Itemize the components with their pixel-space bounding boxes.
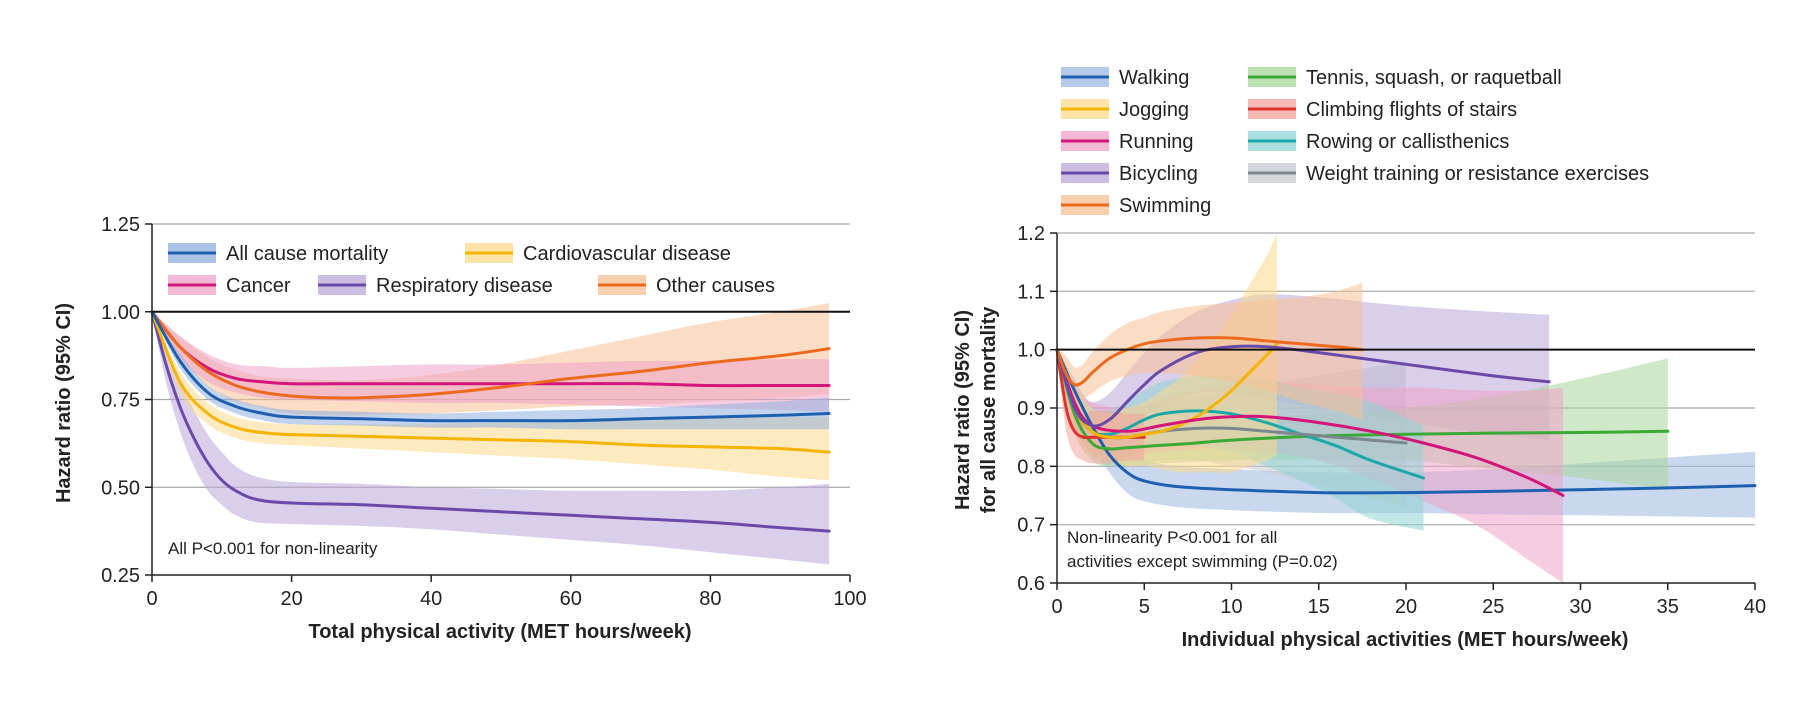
y-tick-label: 0.7	[1017, 515, 1045, 537]
series-line-cancer	[150, 310, 831, 388]
legend-item-cardiovascular-disease: Cardiovascular disease	[465, 243, 731, 265]
chart2-annotation-line1: Non-linearity P<0.001 for all	[1067, 528, 1277, 547]
legend-label: Swimming	[1119, 195, 1211, 217]
x-tick-label: 35	[1657, 596, 1679, 618]
ci-band-cardiovascular-disease	[152, 311, 830, 481]
y-tick-label: 0.75	[101, 390, 140, 412]
chart2-lines	[1055, 336, 1757, 497]
legend-label: Jogging	[1119, 99, 1189, 121]
legend-item-jogging: Jogging	[1061, 99, 1189, 121]
chart1-bands	[152, 303, 830, 565]
total-activity-chart: 0 20 40 60 80 100 0.25 0.50 0.75 1.00 1.25 Total …	[53, 214, 867, 643]
chart1-x-ticks: 0 20 40 60 80 100	[146, 575, 867, 610]
chart1-y-ticks: 0.25 0.50 0.75 1.00 1.25	[101, 214, 152, 587]
x-tick-label: 40	[420, 588, 442, 610]
x-tick-label: 60	[560, 588, 582, 610]
series-line-all-cause-mortality	[150, 310, 831, 423]
legend-item-all-cause-mortality: All cause mortality	[168, 243, 388, 265]
legend-item-tennis-squash-or-raquetball: Tennis, squash, or raquetball	[1248, 67, 1562, 89]
legend-label: Rowing or callisthenics	[1306, 131, 1509, 153]
chart1-x-axis-label: Total physical activity (MET hours/week)	[308, 621, 691, 643]
y-tick-label: 1.25	[101, 214, 140, 236]
x-tick-label: 20	[280, 588, 302, 610]
y-tick-label: 0.8	[1017, 456, 1045, 478]
legend-label: Cancer	[226, 275, 291, 297]
legend-item-weight-training-or-resistance-exercises: Weight training or resistance exercises	[1248, 163, 1649, 185]
series-line-bicycling	[1055, 344, 1551, 428]
series-line-other-causes	[150, 310, 831, 400]
chart1-y-axis-label: Hazard ratio (95% CI)	[53, 303, 75, 503]
y-tick-label: 0.6	[1017, 573, 1045, 595]
x-tick-label: 0	[1051, 596, 1062, 618]
series-line-jogging	[1055, 342, 1279, 440]
legend-label: Running	[1119, 131, 1194, 153]
series-line-respiratory-disease	[150, 310, 831, 533]
legend-item-walking: Walking	[1061, 67, 1189, 89]
y-tick-label: 0.9	[1017, 398, 1045, 420]
y-tick-label: 0.25	[101, 565, 140, 587]
x-tick-label: 20	[1395, 596, 1417, 618]
y-tick-label: 0.50	[101, 477, 140, 499]
legend-label: Tennis, squash, or raquetball	[1306, 67, 1562, 89]
y-tick-label: 1.2	[1017, 223, 1045, 245]
chart2-x-ticks: 0 5 10 15 20 25 30 35 40	[1051, 583, 1766, 618]
ci-band-all-cause-mortality	[152, 311, 830, 430]
x-tick-label: 30	[1569, 596, 1591, 618]
ci-band-swimming	[1057, 282, 1363, 420]
individual-activity-chart: 0 5 10 15 20 25 30 35 40 0.6 0.7 0.8 0.9 1.0 1.1 1.2 I…	[952, 67, 1766, 651]
legend-label: Other causes	[656, 275, 775, 297]
legend-item-respiratory-disease: Respiratory disease	[318, 275, 553, 297]
legend-label: Cardiovascular disease	[523, 243, 731, 265]
legend-label: Bicycling	[1119, 163, 1198, 185]
ci-band-cancer	[152, 311, 830, 412]
x-tick-label: 40	[1744, 596, 1766, 618]
x-tick-label: 5	[1139, 596, 1150, 618]
x-tick-label: 80	[699, 588, 721, 610]
x-tick-label: 10	[1220, 596, 1242, 618]
legend-label: Climbing flights of stairs	[1306, 99, 1517, 121]
series-line-swimming	[1055, 336, 1364, 387]
legend-label: Respiratory disease	[376, 275, 553, 297]
y-tick-label: 1.1	[1017, 281, 1045, 303]
legend-item-other-causes: Other causes	[598, 275, 775, 297]
ci-band-respiratory-disease	[152, 311, 830, 565]
legend-item-climbing-flights-of-stairs: Climbing flights of stairs	[1248, 99, 1517, 121]
chart2-y-axis-label: Hazard ratio (95% CI)	[952, 310, 974, 510]
x-tick-label: 0	[146, 588, 157, 610]
legend-item-bicycling: Bicycling	[1061, 163, 1198, 185]
y-tick-label: 1.00	[101, 302, 140, 324]
series-line-cardiovascular-disease	[150, 310, 831, 454]
legend-item-swimming: Swimming	[1061, 195, 1211, 217]
chart1-lines	[150, 310, 831, 533]
chart2-x-axis-label: Individual physical activities (MET hour…	[1182, 629, 1629, 651]
chart2-y-axis-label-line2: for all cause mortality	[978, 306, 1000, 514]
legend-item-running: Running	[1061, 131, 1194, 153]
legend-label: Weight training or resistance exercises	[1306, 163, 1649, 185]
chart2-y-ticks: 0.6 0.7 0.8 0.9 1.0 1.1 1.2	[1017, 223, 1057, 595]
x-tick-label: 100	[833, 588, 866, 610]
legend-item-cancer: Cancer	[168, 275, 291, 297]
chart2-annotation-line2: activities except swimming (P=0.02)	[1067, 552, 1338, 571]
legend-label: All cause mortality	[226, 243, 388, 265]
legend-label: Walking	[1119, 67, 1189, 89]
chart2-bands	[1057, 233, 1755, 583]
chart1-legend: All cause mortality Cardiovascular diseas…	[168, 243, 775, 297]
legend-item-rowing-or-callisthenics: Rowing or callisthenics	[1248, 131, 1509, 153]
y-tick-label: 1.0	[1017, 340, 1045, 362]
series-line-tennis-squash-or-raquetball	[1055, 348, 1670, 451]
chart2-legend: Walking Jogging Running Bicycling Swimming Te…	[1061, 67, 1649, 217]
chart1-annotation: All P<0.001 for non-linearity	[168, 539, 378, 558]
x-tick-label: 15	[1308, 596, 1330, 618]
x-tick-label: 25	[1482, 596, 1504, 618]
